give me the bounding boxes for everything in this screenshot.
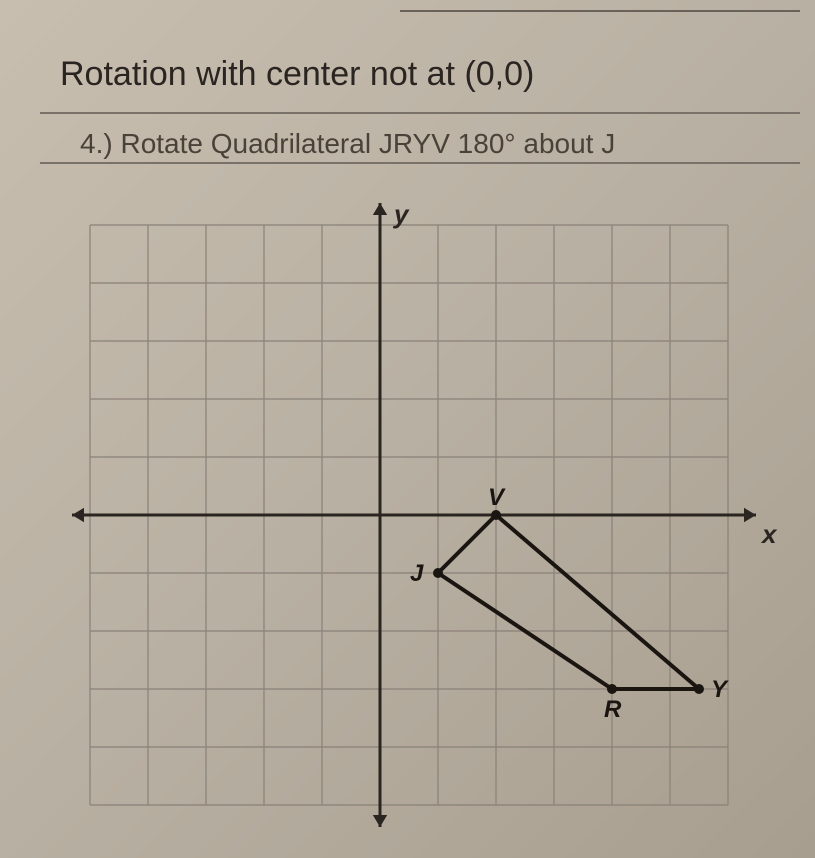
grid-svg: y x J V Y R: [60, 195, 798, 855]
rule-2: [40, 162, 800, 164]
svg-text:V: V: [488, 484, 506, 511]
svg-text:J: J: [410, 560, 424, 587]
svg-text:Y: Y: [711, 676, 729, 703]
header-rule: [400, 10, 800, 12]
rule-1: [40, 112, 800, 114]
coordinate-grid: y x J V Y R: [60, 195, 780, 845]
question-number: 4.): [80, 128, 113, 159]
section-title: Rotation with center not at (0,0): [60, 55, 534, 94]
svg-text:x: x: [760, 519, 778, 549]
question-text: 4.) Rotate Quadrilateral JRYV 180° about…: [80, 128, 615, 160]
svg-text:R: R: [604, 696, 622, 723]
question-body: Rotate Quadrilateral JRYV 180° about J: [120, 128, 615, 159]
worksheet-page: Rotation with center not at (0,0) 4.) Ro…: [0, 0, 815, 858]
svg-text:y: y: [392, 199, 410, 229]
